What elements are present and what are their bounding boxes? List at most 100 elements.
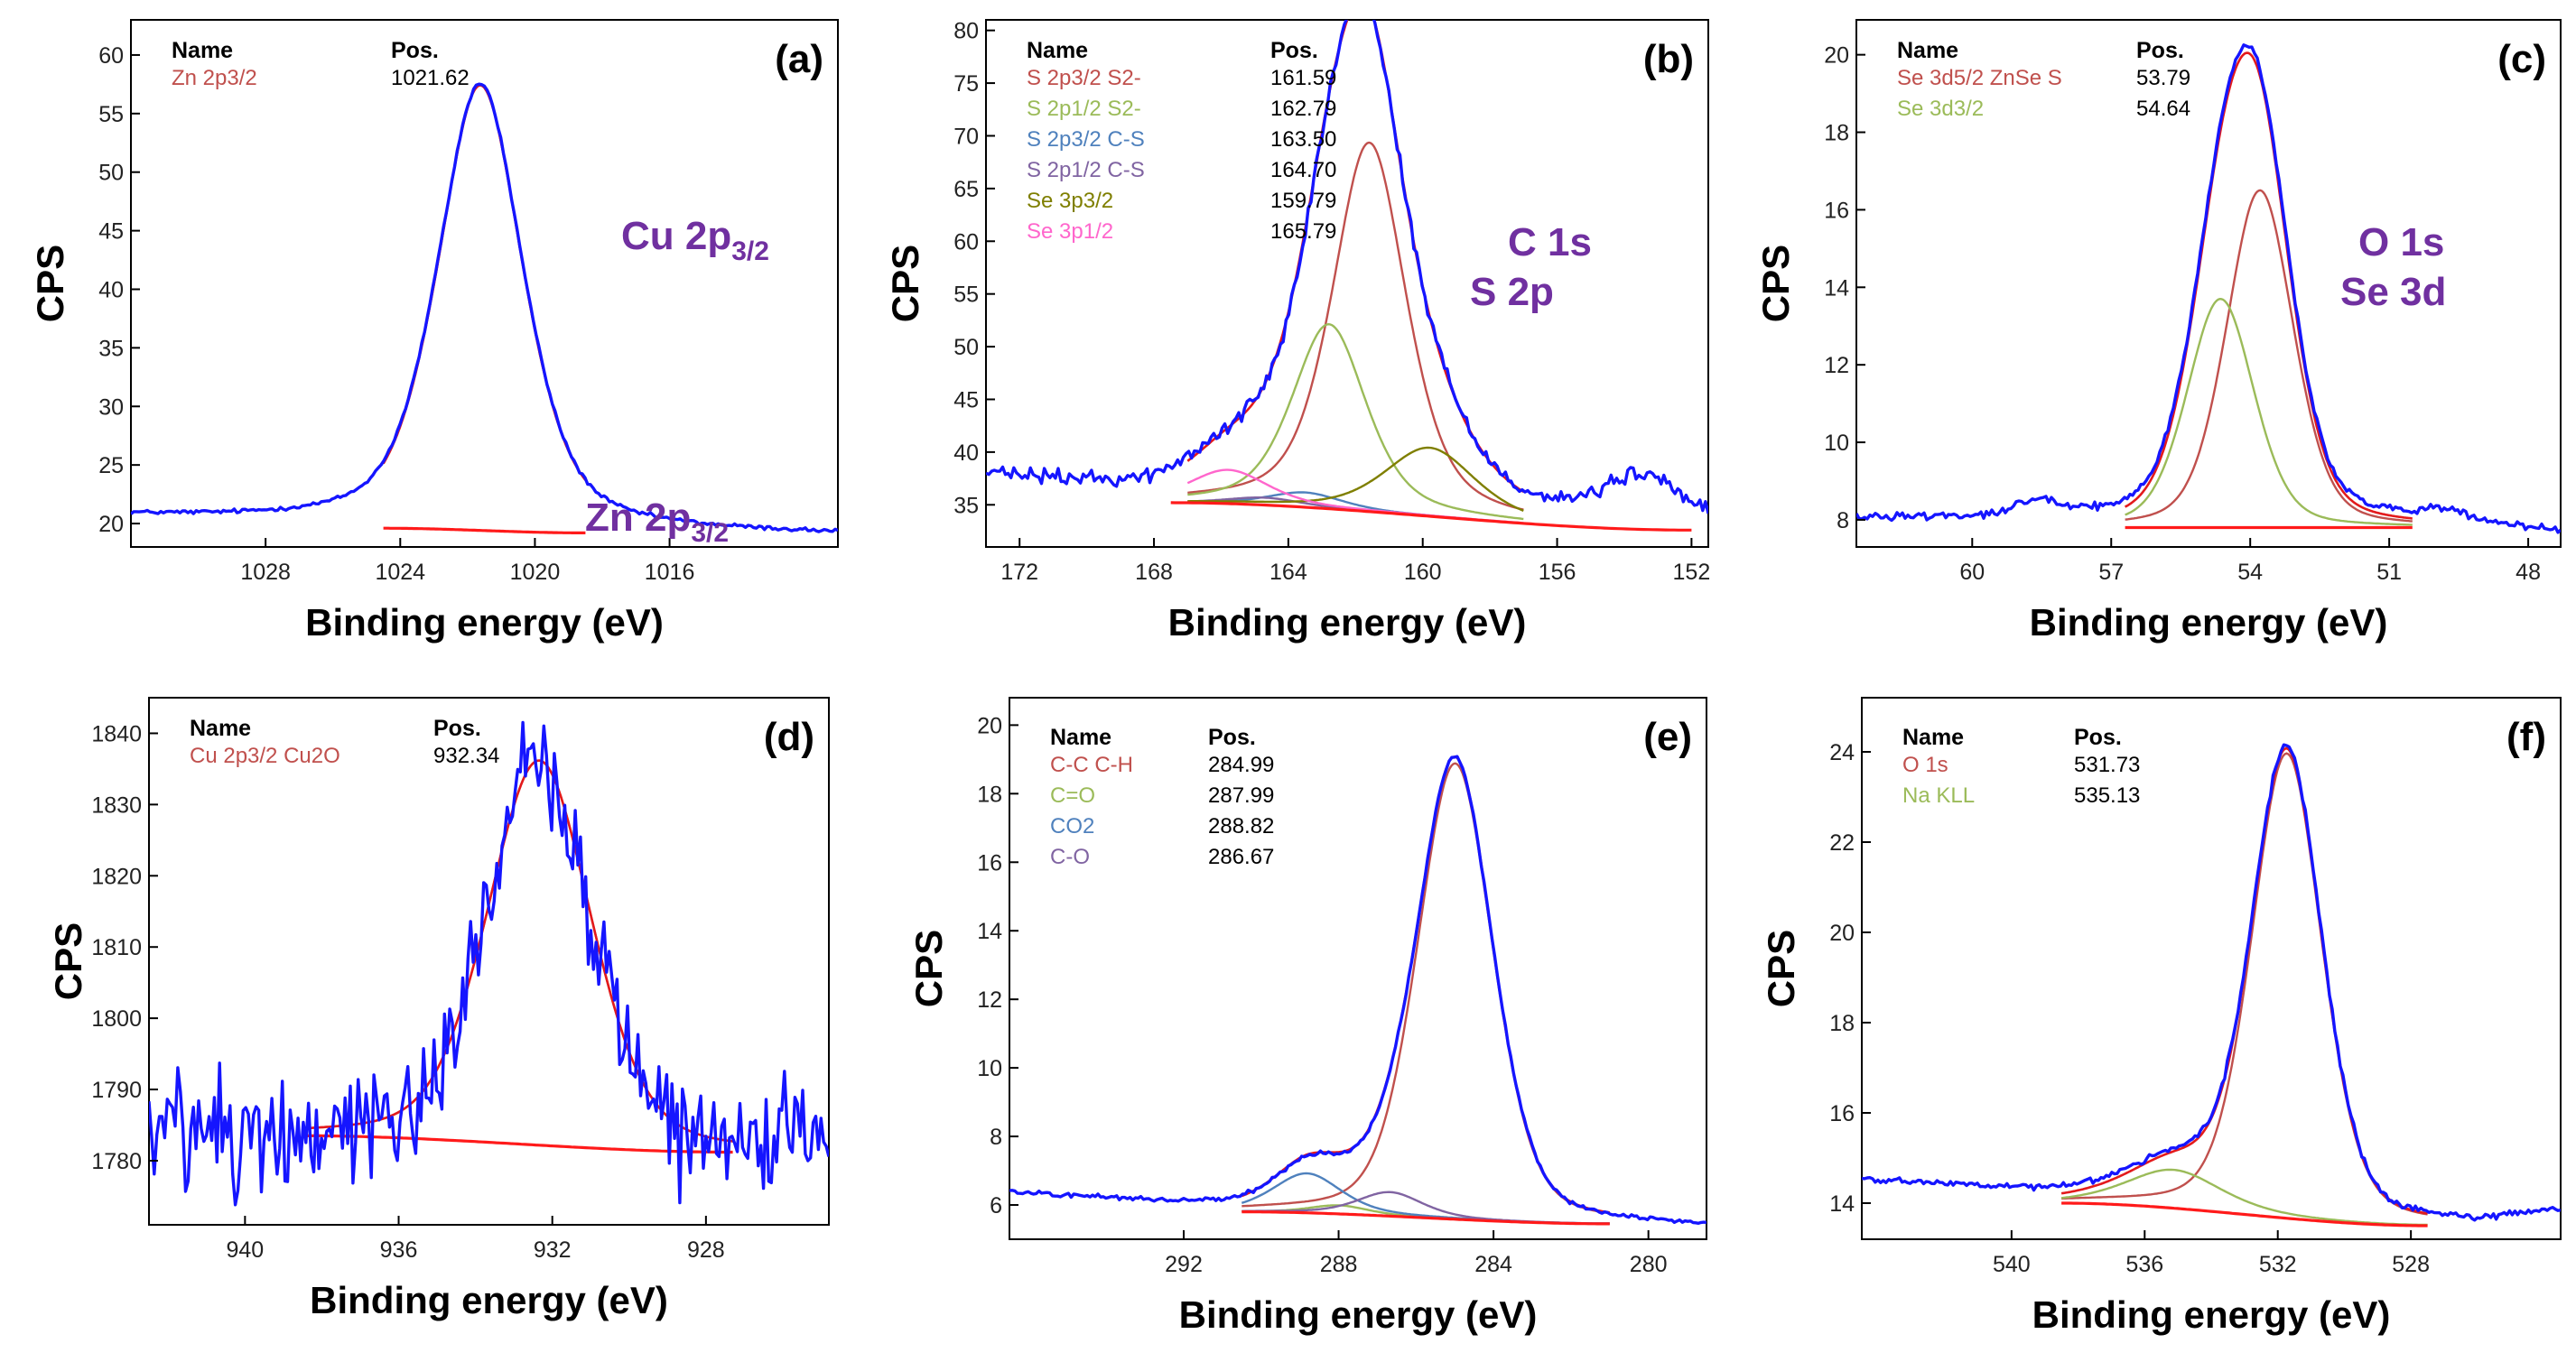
x-axis-label: Binding energy (eV) — [1168, 601, 1527, 644]
legend-header-name: Name — [1897, 38, 1958, 63]
x-axis-label: Binding energy (eV) — [2032, 1293, 2391, 1336]
component-curve — [1242, 762, 1610, 1215]
legend: Name Pos. Zn 2p3/2 1021.62 — [172, 38, 470, 90]
y-tick-label: 16 — [977, 850, 1002, 876]
component-curve — [2061, 752, 2428, 1216]
x-tick-label: 936 — [380, 1237, 418, 1263]
spectrum-curve — [131, 82, 838, 533]
panel-a: 20 25 30 35 40 45 50 55 60 1028 1024 1020 1016 Bindin… — [29, 19, 839, 644]
x-tick-label: 928 — [687, 1237, 725, 1263]
y-tick-label: 25 — [98, 453, 124, 478]
peak-title-subscript: 3/2 — [731, 236, 769, 266]
background-line — [2061, 1201, 2428, 1228]
component-curve — [1187, 141, 1524, 511]
y-tick-label: 1780 — [91, 1149, 142, 1174]
x-tick-label: 528 — [2392, 1252, 2430, 1277]
legend-item-pos: 1021.62 — [391, 66, 470, 90]
x-tick-label: 54 — [2237, 560, 2263, 585]
legend-item-name: Na KLL — [1902, 783, 1975, 808]
y-tick-label: 18 — [1829, 1011, 1855, 1036]
plot-frame — [1855, 19, 2562, 548]
legend-item-pos: 161.59 — [1270, 66, 1336, 90]
legend-item-name: Se 3p3/2 — [1027, 189, 1113, 213]
legend-item-pos: 159.79 — [1270, 189, 1336, 213]
y-tick-label: 40 — [98, 277, 124, 302]
component-curve — [1187, 446, 1524, 512]
legend-item-pos: 531.73 — [2074, 753, 2140, 777]
legend-item-name: Se 3d3/2 — [1897, 97, 1984, 121]
plot-area — [1856, 43, 2561, 534]
plot-frame — [130, 19, 839, 548]
component-curve — [2125, 189, 2413, 523]
y-tick-label: 14 — [1824, 275, 1849, 301]
y-tick-label: 14 — [1829, 1191, 1855, 1217]
background-line — [302, 1134, 733, 1154]
y-axis-label: CPS — [907, 930, 950, 1007]
legend: Name Pos. C-C C-H 284.99 C=O 287.99 CO2 288.82 C… — [1050, 725, 1274, 869]
y-tick-label: 20 — [98, 512, 124, 537]
y-tick-label: 22 — [1829, 830, 1855, 856]
x-axis-label: Binding energy (eV) — [305, 601, 664, 644]
y-tick-label: 10 — [1824, 431, 1849, 456]
peak-title: Cu 2p3/2 — [621, 214, 769, 266]
y-tick-label: 1800 — [91, 1006, 142, 1032]
x-tick-label: 48 — [2516, 560, 2541, 585]
y-tick-label: 50 — [953, 335, 979, 360]
y-tick-label: 1840 — [91, 721, 142, 746]
panel-label: (e) — [1643, 715, 1692, 759]
legend-item-pos: 286.67 — [1208, 845, 1274, 869]
peak-title: S 2p — [1470, 270, 1554, 314]
legend-item-pos: 535.13 — [2074, 783, 2140, 808]
legend-item-name: S 2p3/2 C-S — [1027, 127, 1145, 152]
plot-area — [131, 82, 838, 534]
background-line — [383, 526, 586, 534]
y-axis-label: CPS — [1754, 245, 1797, 322]
legend-item-pos: 288.82 — [1208, 814, 1274, 839]
y-tick-label: 12 — [977, 987, 1002, 1013]
peak-title: Zn 2p3/2 — [585, 496, 729, 548]
legend-header-name: Name — [1050, 725, 1111, 750]
legend-item-name: CO2 — [1050, 814, 1094, 839]
legend-item-pos: 932.34 — [433, 744, 499, 768]
panel-d: 1780 1790 1800 1810 1820 1830 1840 940 936 932 928… — [47, 214, 830, 1321]
legend-header-pos: Pos. — [1270, 38, 1318, 63]
fit-envelope-curve — [382, 84, 587, 481]
x-tick-label: 1020 — [510, 560, 561, 585]
legend-header-pos: Pos. — [391, 38, 439, 63]
plot-area — [1009, 755, 1706, 1226]
x-tick-label: 536 — [2125, 1252, 2163, 1277]
y-tick-label: 80 — [953, 19, 979, 44]
panel-label: (a) — [775, 37, 823, 81]
y-tick-label: 45 — [98, 219, 124, 245]
y-tick-label: 60 — [98, 43, 124, 69]
legend-item-pos: 165.79 — [1270, 219, 1336, 244]
x-tick-label: 51 — [2376, 560, 2402, 585]
y-tick-label: 65 — [953, 177, 979, 202]
y-tick-label: 50 — [98, 161, 124, 186]
panel-b: 35 40 45 50 55 60 65 70 75 80 172 168 164 160 156 152 Bi… — [884, 19, 1711, 644]
panel-label: (f) — [2506, 715, 2546, 759]
y-tick-label: 16 — [1824, 198, 1849, 223]
y-tick-label: 60 — [953, 229, 979, 255]
y-tick-label: 20 — [1829, 921, 1855, 946]
y-tick-label: 24 — [1829, 740, 1855, 765]
y-axis-label: CPS — [29, 245, 71, 322]
plot-area — [1862, 743, 2561, 1228]
legend-item-name: S 2p1/2 S2- — [1027, 97, 1141, 121]
plot-area — [149, 720, 829, 1207]
y-tick-label: 1790 — [91, 1078, 142, 1103]
peak-title: Se 3d — [2340, 270, 2446, 314]
spectrum-curve — [149, 720, 829, 1207]
x-tick-label: 932 — [534, 1237, 572, 1263]
x-tick-label: 60 — [1959, 560, 1985, 585]
x-tick-label: 284 — [1474, 1252, 1512, 1277]
y-tick-label: 55 — [953, 283, 979, 308]
x-tick-label: 152 — [1673, 560, 1711, 585]
y-tick-label: 1810 — [91, 935, 142, 960]
y-tick-label: 1830 — [91, 792, 142, 818]
x-tick-label: 280 — [1630, 1252, 1668, 1277]
spectrum-curve — [986, 20, 1708, 514]
y-tick-label: 40 — [953, 440, 979, 466]
legend-item-name: C-C C-H — [1050, 753, 1133, 777]
